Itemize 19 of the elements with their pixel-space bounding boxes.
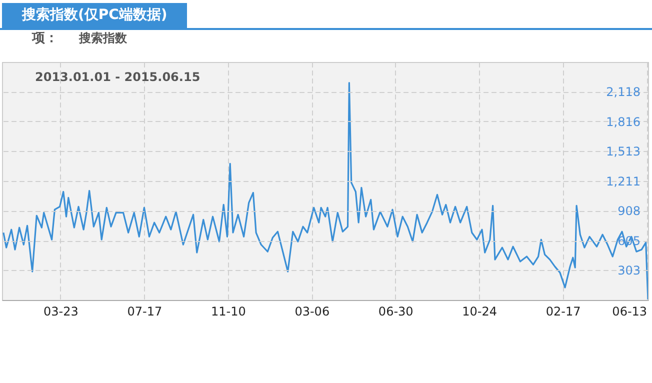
y-tick-label: 1,211 xyxy=(606,174,640,188)
y-tick-label: 1,816 xyxy=(606,114,640,129)
x-tick-label: 02-17 xyxy=(546,304,581,318)
x-tick-label: 07-17 xyxy=(127,304,162,318)
text: 搜索指数 xyxy=(78,31,128,45)
annotation: 2013.01.01 - 2015.06.15 xyxy=(35,70,200,84)
legend-title: 项： xyxy=(31,31,58,46)
y-tick-label: 303 xyxy=(618,264,640,278)
y-tick-label: 1,513 xyxy=(606,144,640,159)
chart-title: 搜索指数(仅PC端数据) xyxy=(2,3,188,28)
x-tick-label: 06-30 xyxy=(378,304,414,318)
x-tick-label: 03-23 xyxy=(44,304,78,318)
y-tick-label: 908 xyxy=(618,204,640,218)
y-tick-label: 2,118 xyxy=(606,85,640,100)
x-tick-label: 10-24 xyxy=(462,304,498,318)
x-tick-label: 03-06 xyxy=(294,304,330,318)
line-series xyxy=(2,82,648,300)
x-tick-label: 06-13 xyxy=(612,304,648,318)
x-tick-label: 11-10 xyxy=(210,304,246,318)
